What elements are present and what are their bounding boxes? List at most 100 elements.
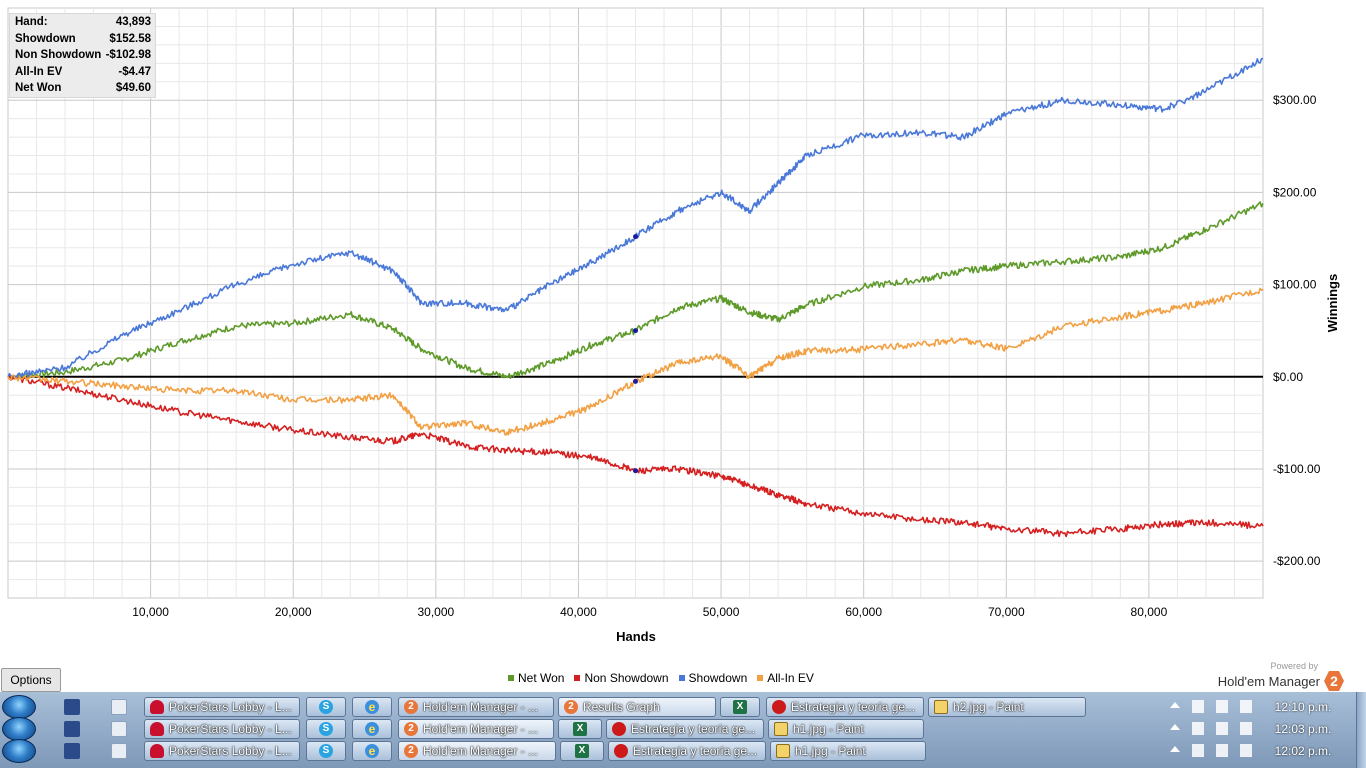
brand-mark: Powered by Hold'em Manager 2 bbox=[1218, 661, 1344, 691]
taskbar-button[interactable]: h1.jpg - Paint bbox=[768, 719, 924, 739]
x-tick-label: 10,000 bbox=[132, 605, 169, 619]
taskbar-button[interactable]: h2.jpg - Paint bbox=[928, 697, 1086, 717]
legend-item-showdown[interactable]: Showdown bbox=[678, 671, 748, 685]
series-line-all-in-ev bbox=[7, 287, 1264, 436]
taskbar-button-results-graph[interactable]: 2 Results Graph bbox=[558, 697, 716, 717]
flag-icon[interactable] bbox=[1192, 700, 1204, 713]
legend: Net Won Non Showdown Showdown All-In EV bbox=[508, 671, 814, 685]
legend-label: Non Showdown bbox=[584, 671, 669, 685]
opera-icon bbox=[612, 722, 626, 736]
start-button-icon[interactable] bbox=[2, 717, 36, 741]
volume-icon[interactable] bbox=[1240, 722, 1252, 735]
series-line-non-showdown bbox=[7, 374, 1264, 538]
holdem-manager-icon: 2 bbox=[564, 700, 578, 714]
x-tick-labels: 10,000 20,000 30,000 40,000 50,000 60,000 70,0… bbox=[132, 605, 1167, 619]
y-tick-label: -$100.00 bbox=[1273, 462, 1321, 476]
legend-item-all-in-ev[interactable]: All-In EV bbox=[757, 671, 814, 685]
hover-marker bbox=[633, 468, 638, 474]
skype-icon: S bbox=[319, 722, 333, 736]
system-tray bbox=[1170, 720, 1255, 738]
start-button-icon[interactable] bbox=[2, 695, 36, 719]
flag-icon[interactable] bbox=[1192, 744, 1204, 757]
taskbar-button-excel[interactable]: X bbox=[558, 719, 602, 739]
holdem-manager-logo-icon: 2 bbox=[1324, 671, 1344, 691]
stat-row: Showdown $152.58 bbox=[10, 31, 155, 48]
notepad-icon[interactable] bbox=[111, 743, 127, 759]
holdem-manager-icon: 2 bbox=[404, 700, 418, 714]
taskbar-button[interactable]: PokerStars Lobby - L... bbox=[144, 719, 300, 739]
stat-label: Showdown bbox=[15, 32, 76, 45]
tray-expand-icon[interactable] bbox=[1170, 746, 1180, 752]
holdem-manager-icon: 2 bbox=[404, 744, 418, 758]
x-tick-label: 50,000 bbox=[703, 605, 740, 619]
tray-expand-icon[interactable] bbox=[1170, 702, 1180, 708]
taskbar-button-ie[interactable]: e bbox=[352, 741, 392, 761]
spade-icon bbox=[150, 700, 164, 714]
legend-label: Showdown bbox=[688, 671, 748, 685]
y-tick-label: $200.00 bbox=[1273, 185, 1317, 199]
spade-icon bbox=[150, 722, 164, 736]
series-lines bbox=[7, 57, 1264, 538]
legend-swatch bbox=[508, 675, 514, 681]
flag-icon[interactable] bbox=[1192, 722, 1204, 735]
taskbar-button[interactable]: Estrategia y teoría ge... bbox=[606, 719, 764, 739]
taskbar-button[interactable]: Estrategia y teoría ge... bbox=[608, 741, 766, 761]
taskbar-button-label: h2.jpg - Paint bbox=[953, 700, 1024, 714]
y-axis-title: Winnings bbox=[1325, 274, 1340, 332]
clock[interactable]: 12:10 p.m. bbox=[1274, 700, 1332, 714]
taskbar-button[interactable]: Estrategia y teoría ge... bbox=[766, 697, 924, 717]
x-axis-title: Hands bbox=[616, 629, 656, 644]
legend-item-non-showdown[interactable]: Non Showdown bbox=[574, 671, 669, 685]
stats-app-icon[interactable] bbox=[64, 721, 80, 737]
taskbar-button[interactable]: 2 Hold'em Manager - ... bbox=[398, 697, 554, 717]
taskbar-button-label: h1.jpg - Paint bbox=[793, 722, 864, 736]
legend-item-net-won[interactable]: Net Won bbox=[508, 671, 564, 685]
show-desktop-button[interactable] bbox=[1356, 692, 1366, 768]
taskbar-button[interactable]: PokerStars Lobby - L... bbox=[144, 741, 300, 761]
taskbar-button-skype[interactable]: S bbox=[306, 719, 346, 739]
taskbar-button-skype[interactable]: S bbox=[306, 741, 346, 761]
taskbar-button-skype[interactable]: S bbox=[306, 697, 346, 717]
ie-icon: e bbox=[365, 744, 379, 758]
stats-app-icon[interactable] bbox=[64, 743, 80, 759]
network-icon[interactable] bbox=[1216, 700, 1228, 713]
start-button-icon[interactable] bbox=[2, 739, 36, 763]
taskbar-button-ie[interactable]: e bbox=[352, 719, 392, 739]
x-tick-label: 70,000 bbox=[988, 605, 1025, 619]
opera-icon bbox=[772, 700, 786, 714]
legend-swatch bbox=[574, 675, 581, 681]
stats-app-icon[interactable] bbox=[64, 699, 80, 715]
taskbar-button[interactable]: h1.jpg - Paint bbox=[770, 741, 926, 761]
y-tick-label: $0.00 bbox=[1273, 370, 1303, 384]
y-tick-label: $100.00 bbox=[1273, 278, 1317, 292]
taskbar-button[interactable]: 2 Hold'em Manager - ... bbox=[398, 719, 554, 739]
taskbar-button-label: Results Graph bbox=[583, 700, 660, 714]
notepad-icon[interactable] bbox=[111, 721, 127, 737]
excel-icon: X bbox=[573, 722, 587, 736]
taskbar-button-excel[interactable]: X bbox=[560, 741, 604, 761]
stat-value: -$4.47 bbox=[118, 65, 151, 78]
taskbar-button-label: Hold'em Manager - ... bbox=[423, 744, 539, 758]
network-icon[interactable] bbox=[1216, 744, 1228, 757]
brand-row: Hold'em Manager 2 bbox=[1218, 671, 1344, 691]
volume-icon[interactable] bbox=[1240, 700, 1252, 713]
tray-expand-icon[interactable] bbox=[1170, 724, 1180, 730]
notepad-icon[interactable] bbox=[111, 699, 127, 715]
taskbar-button-label: h1.jpg - Paint bbox=[795, 744, 866, 758]
taskbar-button[interactable]: 2 Hold'em Manager - ... bbox=[398, 741, 556, 761]
skype-icon: S bbox=[319, 744, 333, 758]
hover-marker bbox=[633, 378, 638, 384]
taskbar-button[interactable]: PokerStars Lobby - L... bbox=[144, 697, 300, 717]
taskbar-button-ie[interactable]: e bbox=[352, 697, 392, 717]
hover-marker bbox=[633, 234, 638, 240]
clock[interactable]: 12:02 p.m. bbox=[1274, 744, 1332, 758]
results-graph: 10,000 20,000 30,000 40,000 50,000 60,000 70,0… bbox=[7, 7, 1340, 644]
taskbar-button-excel[interactable]: X bbox=[720, 697, 760, 717]
options-button[interactable]: Options bbox=[1, 668, 61, 692]
volume-icon[interactable] bbox=[1240, 744, 1252, 757]
clock[interactable]: 12:03 p.m. bbox=[1274, 722, 1332, 736]
paint-icon bbox=[776, 744, 790, 758]
stat-label: Net Won bbox=[15, 82, 62, 95]
network-icon[interactable] bbox=[1216, 722, 1228, 735]
system-tray bbox=[1170, 698, 1255, 716]
